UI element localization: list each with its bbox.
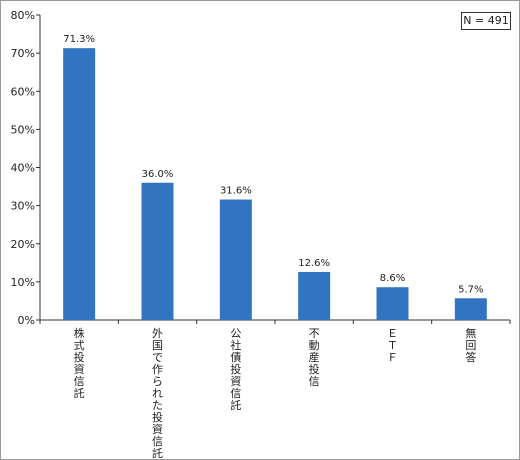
y-tick-label: 60% — [11, 85, 35, 98]
y-tick-label: 50% — [11, 123, 35, 136]
data-label: 31.6% — [220, 186, 252, 197]
y-tick-label: 80% — [11, 9, 35, 22]
category-label: 外国で作られた投資信託 — [152, 327, 163, 460]
bar — [454, 298, 487, 320]
data-label: 12.6% — [298, 258, 330, 269]
bar — [219, 199, 252, 320]
bar — [63, 48, 96, 320]
y-tick-label: 0% — [18, 314, 35, 327]
bar — [141, 182, 174, 320]
y-tick-label: 10% — [11, 276, 35, 289]
data-label: 71.3% — [63, 34, 95, 45]
data-label: 36.0% — [142, 169, 174, 180]
y-tick-label: 40% — [11, 162, 35, 175]
category-label: ＥＴＦ — [387, 327, 398, 364]
y-tick-label: 70% — [11, 47, 35, 60]
y-tick-label: 20% — [11, 238, 35, 251]
category-label: 不動産投信 — [309, 327, 320, 388]
bar — [298, 271, 331, 320]
category-label: 無回答 — [465, 326, 476, 364]
category-label: 公社債投資信託 — [230, 327, 241, 412]
bar — [376, 287, 409, 320]
data-label: 8.6% — [380, 273, 405, 284]
sample-size-badge: N = 491 — [461, 12, 511, 30]
data-label: 5.7% — [458, 284, 483, 295]
y-tick-label: 30% — [11, 200, 35, 213]
category-label: 株式投資信託 — [74, 326, 85, 400]
